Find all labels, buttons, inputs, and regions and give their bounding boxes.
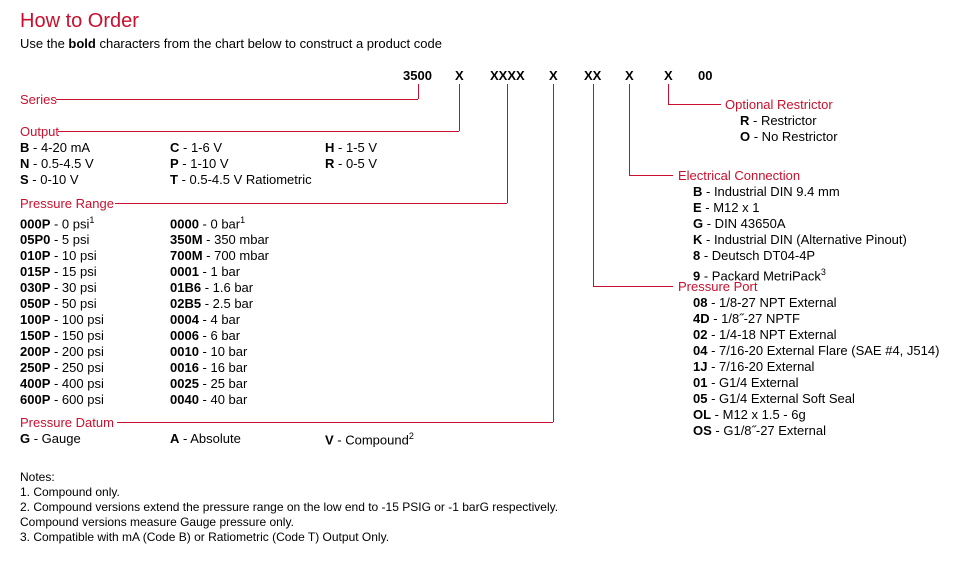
slot-suffix: 00 <box>698 68 712 83</box>
option-item: 4D - 1/8˝-27 NPTF <box>693 311 939 327</box>
datum-v: V - Compound2 <box>325 431 414 447</box>
option-item: R - 0-5 V <box>325 156 377 172</box>
option-item: 100P - 100 psi <box>20 312 104 328</box>
slot-series: 3500 <box>403 68 432 83</box>
option-item: C - 1-6 V <box>170 140 312 156</box>
option-item: 02B5 - 2.5 bar <box>170 296 269 312</box>
option-item: T - 0.5-4.5 V Ratiometric <box>170 172 312 188</box>
line <box>459 84 460 131</box>
option-item: H - 1-5 V <box>325 140 377 156</box>
option-item: B - Industrial DIN 9.4 mm <box>693 184 907 200</box>
option-item: 0025 - 25 bar <box>170 376 269 392</box>
line <box>629 84 630 175</box>
output-col2: C - 1-6 VP - 1-10 VT - 0.5-4.5 V Ratiome… <box>170 140 312 188</box>
output-col3: H - 1-5 VR - 0-5 V <box>325 140 377 172</box>
option-item: 1J - 7/16-20 External <box>693 359 939 375</box>
pressure-range-col2: 0000 - 0 bar1350M - 350 mbar700M - 700 m… <box>170 212 269 408</box>
option-item: S - 0-10 V <box>20 172 94 188</box>
option-item: G - DIN 43650A <box>693 216 907 232</box>
label-series: Series <box>20 92 57 107</box>
option-item: 0010 - 10 bar <box>170 344 269 360</box>
line <box>58 131 459 132</box>
subtitle-a: Use the <box>20 36 68 51</box>
line <box>56 99 418 100</box>
label-output: Output <box>20 124 59 139</box>
option-item: 0040 - 40 bar <box>170 392 269 408</box>
slot-conn: X <box>625 68 634 83</box>
line <box>553 84 554 422</box>
slot-output: X <box>455 68 464 83</box>
option-item: 01 - G1/4 External <box>693 375 939 391</box>
pressure-port-list: 08 - 1/8-27 NPT External4D - 1/8˝-27 NPT… <box>693 295 939 439</box>
option-item: 250P - 250 psi <box>20 360 104 376</box>
slot-datum: X <box>549 68 558 83</box>
option-item: R - Restrictor <box>740 113 838 129</box>
subtitle: Use the bold characters from the chart b… <box>20 36 442 51</box>
option-item: 0016 - 16 bar <box>170 360 269 376</box>
page-title: How to Order <box>20 10 139 33</box>
option-item: 350M - 350 mbar <box>170 232 269 248</box>
option-item: 200P - 200 psi <box>20 344 104 360</box>
option-item: K - Industrial DIN (Alternative Pinout) <box>693 232 907 248</box>
option-item: 0006 - 6 bar <box>170 328 269 344</box>
option-item: 08 - 1/8-27 NPT External <box>693 295 939 311</box>
slot-port: XX <box>584 68 601 83</box>
pressure-range-col1: 000P - 0 psi105P0 - 5 psi010P - 10 psi01… <box>20 212 104 408</box>
output-col1: B - 4-20 mAN - 0.5-4.5 VS - 0-10 V <box>20 140 94 188</box>
option-item: 0001 - 1 bar <box>170 264 269 280</box>
line <box>507 84 508 203</box>
line <box>593 286 673 287</box>
label-pressure-datum: Pressure Datum <box>20 415 114 430</box>
option-item: 150P - 150 psi <box>20 328 104 344</box>
optional-restrictor-list: R - RestrictorO - No Restrictor <box>740 113 838 145</box>
option-item: 050P - 50 psi <box>20 296 104 312</box>
line <box>117 422 553 423</box>
label-electrical-connection: Electrical Connection <box>678 168 800 183</box>
option-item: 02 - 1/4-18 NPT External <box>693 327 939 343</box>
label-pressure-port: Pressure Port <box>678 279 757 294</box>
subtitle-b: bold <box>68 36 95 51</box>
option-item: 05 - G1/4 External Soft Seal <box>693 391 939 407</box>
slot-range: XXXX <box>490 68 525 83</box>
subtitle-c: characters from the chart below to const… <box>96 36 442 51</box>
option-item: E - M12 x 1 <box>693 200 907 216</box>
option-item: 05P0 - 5 psi <box>20 232 104 248</box>
notes: Notes: 1. Compound only. 2. Compound ver… <box>20 470 558 545</box>
option-item: 04 - 7/16-20 External Flare (SAE #4, J51… <box>693 343 939 359</box>
slot-restrictor: X <box>664 68 673 83</box>
option-item: P - 1-10 V <box>170 156 312 172</box>
option-item: O - No Restrictor <box>740 129 838 145</box>
line <box>115 203 507 204</box>
electrical-connection-list: B - Industrial DIN 9.4 mmE - M12 x 1G - … <box>693 184 907 284</box>
label-pressure-range: Pressure Range <box>20 196 114 211</box>
option-item: 000P - 0 psi1 <box>20 212 104 232</box>
option-item: 0004 - 4 bar <box>170 312 269 328</box>
datum-g: G - Gauge <box>20 431 81 446</box>
line <box>629 175 673 176</box>
option-item: N - 0.5-4.5 V <box>20 156 94 172</box>
option-item: OS - G1/8˝-27 External <box>693 423 939 439</box>
option-item: 8 - Deutsch DT04-4P <box>693 248 907 264</box>
option-item: 700M - 700 mbar <box>170 248 269 264</box>
option-item: 01B6 - 1.6 bar <box>170 280 269 296</box>
line <box>593 84 594 286</box>
label-optional-restrictor: Optional Restrictor <box>725 97 833 112</box>
option-item: 030P - 30 psi <box>20 280 104 296</box>
option-item: B - 4-20 mA <box>20 140 94 156</box>
option-item: 400P - 400 psi <box>20 376 104 392</box>
option-item: 015P - 15 psi <box>20 264 104 280</box>
line <box>668 104 721 105</box>
option-item: OL - M12 x 1.5 - 6g <box>693 407 939 423</box>
option-item: 010P - 10 psi <box>20 248 104 264</box>
option-item: 0000 - 0 bar1 <box>170 212 269 232</box>
datum-a: A - Absolute <box>170 431 241 446</box>
line <box>418 84 419 99</box>
line <box>668 84 669 104</box>
option-item: 600P - 600 psi <box>20 392 104 408</box>
